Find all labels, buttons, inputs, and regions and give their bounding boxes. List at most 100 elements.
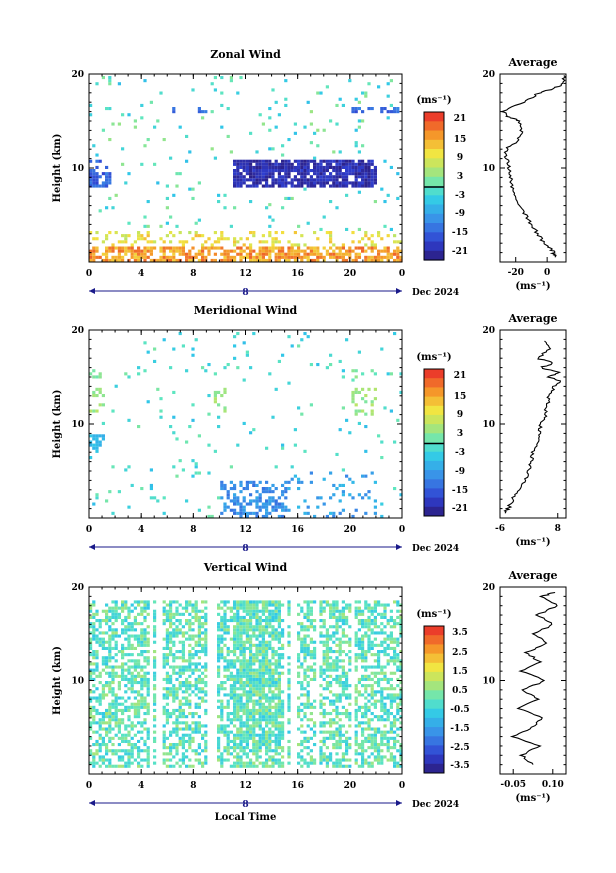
- heatmap-cell: [98, 175, 102, 179]
- heatmap-cell: [322, 671, 326, 675]
- heatmap-cell: [309, 718, 313, 722]
- heatmap-cell: [265, 671, 269, 675]
- heatmap-cell: [306, 739, 310, 743]
- heatmap-cell: [98, 625, 102, 629]
- heatmap-cell: [338, 612, 342, 616]
- heatmap-cell: [396, 196, 400, 200]
- heatmap-cell: [354, 749, 358, 753]
- heatmap-cell: [130, 671, 134, 675]
- heatmap-cell: [153, 659, 157, 663]
- heatmap-cell: [351, 258, 355, 262]
- heatmap-cell: [364, 255, 368, 259]
- heatmap-cell: [265, 764, 269, 768]
- heatmap-cell: [268, 631, 272, 635]
- heatmap-cell: [117, 665, 121, 669]
- heatmap-cell: [178, 249, 182, 253]
- heatmap-cell: [277, 252, 281, 256]
- heatmap-cell: [389, 409, 393, 413]
- heatmap-cell: [223, 749, 227, 753]
- heatmap-cell: [101, 736, 105, 740]
- heatmap-cell: [380, 665, 384, 669]
- heatmap-cell: [354, 606, 358, 610]
- heatmap-cell: [105, 681, 109, 685]
- heatmap-cell: [341, 246, 345, 250]
- heatmap-cell: [114, 659, 118, 663]
- heatmap-cell: [338, 733, 342, 737]
- heatmap-cell: [364, 231, 368, 235]
- heatmap-cell: [309, 640, 313, 644]
- heatmap-cell: [191, 646, 195, 650]
- heatmap-cell: [252, 643, 256, 647]
- heatmap-cell: [345, 749, 349, 753]
- heatmap-cell: [357, 743, 361, 747]
- heatmap-cell: [268, 681, 272, 685]
- heatmap-cell: [313, 165, 317, 169]
- heatmap-cell: [233, 755, 237, 759]
- heatmap-cell: [322, 659, 326, 663]
- heatmap-cell: [258, 162, 262, 166]
- heatmap-cell: [249, 643, 253, 647]
- heatmap-cell: [121, 609, 125, 613]
- heatmap-cell: [274, 165, 278, 169]
- heatmap-cell: [348, 637, 352, 641]
- heatmap-cell: [101, 394, 105, 398]
- heatmap-cell: [127, 505, 131, 509]
- heatmap-cell: [188, 187, 192, 191]
- heatmap-cell: [229, 674, 233, 678]
- heatmap-cell: [354, 412, 358, 416]
- colorbar-segment: [424, 167, 444, 178]
- heatmap-cell: [274, 487, 278, 491]
- heatmap-cell: [277, 258, 281, 262]
- heatmap-cell: [341, 687, 345, 691]
- heatmap-cell: [236, 165, 240, 169]
- heatmap-cell: [277, 606, 281, 610]
- heatmap-cell: [351, 240, 355, 244]
- heatmap-cell: [201, 252, 205, 256]
- heatmap-cell: [162, 252, 166, 256]
- heatmap-cell: [236, 172, 240, 176]
- heatmap-cell: [169, 215, 173, 219]
- heatmap-cell: [188, 662, 192, 666]
- heatmap-cell: [143, 606, 147, 610]
- heatmap-cell: [95, 440, 99, 444]
- heatmap-cell: [348, 662, 352, 666]
- heatmap-cell: [293, 159, 297, 163]
- heatmap-cell: [271, 653, 275, 657]
- heatmap-cell: [220, 715, 224, 719]
- heatmap-cell: [191, 615, 195, 619]
- heatmap-cell: [277, 646, 281, 650]
- heatmap-cell: [117, 650, 121, 654]
- heatmap-cell: [357, 165, 361, 169]
- heatmap-cell: [185, 258, 189, 262]
- heatmap-cell: [133, 662, 137, 666]
- heatmap-cell: [188, 625, 192, 629]
- heatmap-cell: [399, 659, 403, 663]
- heatmap-cell: [399, 625, 403, 629]
- heatmap-cell: [393, 755, 397, 759]
- heatmap-cell: [290, 184, 294, 188]
- heatmap-cell: [146, 736, 150, 740]
- heatmap-cell: [338, 428, 342, 432]
- heatmap-cell: [364, 394, 368, 398]
- heatmap-cell: [92, 394, 96, 398]
- heatmap-cell: [194, 640, 198, 644]
- heatmap-cell: [133, 746, 137, 750]
- heatmap-cell: [338, 677, 342, 681]
- heatmap-cell: [229, 764, 233, 768]
- heatmap-cell: [133, 705, 137, 709]
- heatmap-cell: [274, 761, 278, 765]
- heatmap-cell: [159, 224, 163, 228]
- heatmap-cell: [217, 640, 221, 644]
- heatmap-cell: [258, 175, 262, 179]
- heatmap-cell: [108, 231, 112, 235]
- heatmap-cell: [156, 258, 160, 262]
- heatmap-cell: [309, 656, 313, 660]
- heatmap-cell: [165, 708, 169, 712]
- heatmap-cell: [185, 696, 189, 700]
- heatmap-cell: [188, 231, 192, 235]
- heatmap-cell: [220, 727, 224, 731]
- heatmap-cell: [268, 743, 272, 747]
- heatmap-cell: [319, 699, 323, 703]
- heatmap-cell: [370, 736, 374, 740]
- heatmap-cell: [217, 724, 221, 728]
